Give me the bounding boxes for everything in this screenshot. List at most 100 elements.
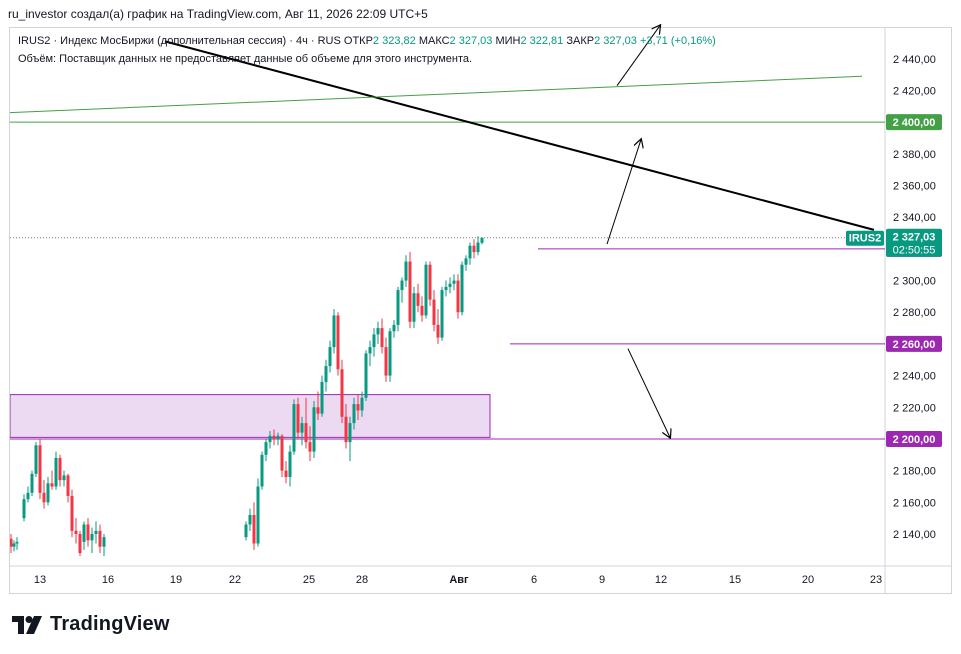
candle-body bbox=[336, 315, 340, 370]
candle-body bbox=[304, 423, 308, 443]
low-value: 2 322,81 bbox=[520, 35, 564, 47]
price-tag-bg bbox=[886, 335, 942, 352]
arrow-top bbox=[616, 26, 660, 87]
y-tick-label: 2 240,00 bbox=[893, 371, 936, 383]
last-price-label: 2 327,03 bbox=[893, 232, 936, 244]
x-tick-label: Авг bbox=[449, 574, 469, 586]
candle-body bbox=[264, 442, 268, 455]
x-tick-label: 9 bbox=[599, 574, 605, 586]
candle-body bbox=[472, 245, 476, 253]
symbol-legend: IRUS2 · Индекс МосБиржи (дополнительная … bbox=[18, 35, 716, 47]
candle-body bbox=[50, 483, 54, 487]
candle-body bbox=[392, 324, 396, 332]
y-tick-label: 2 340,00 bbox=[893, 212, 936, 224]
x-tick-label: 28 bbox=[356, 574, 368, 586]
price-tag-label: 2 400,00 bbox=[893, 117, 936, 129]
price-tag-label: 2 260,00 bbox=[893, 339, 936, 351]
candle-body bbox=[58, 457, 62, 481]
candle-body bbox=[416, 293, 420, 306]
candle-body bbox=[292, 404, 296, 452]
high-value: 2 327,03 bbox=[449, 35, 493, 47]
candle-body bbox=[256, 486, 260, 544]
price-tag-label: 2 200,00 bbox=[893, 434, 936, 446]
candle-body bbox=[42, 492, 46, 503]
candle-body bbox=[62, 475, 66, 481]
tradingview-brand[interactable]: TradingView bbox=[12, 613, 170, 636]
arrow-up bbox=[606, 140, 641, 245]
candle-body bbox=[428, 264, 432, 300]
candle-body bbox=[388, 331, 392, 376]
candle-body bbox=[15, 541, 19, 544]
candle-body bbox=[440, 290, 444, 338]
candle-body bbox=[252, 514, 256, 544]
candle-body bbox=[400, 280, 404, 291]
candle-body bbox=[38, 445, 42, 493]
price-tag-bg bbox=[886, 430, 942, 447]
low-label: МИН bbox=[495, 35, 521, 47]
candle-body bbox=[384, 347, 388, 376]
candle-body bbox=[480, 237, 484, 243]
volume-note: Объём: Поставщик данных не предоставляет… bbox=[18, 53, 473, 65]
candle-body bbox=[476, 242, 480, 253]
candle-body bbox=[436, 324, 440, 338]
candle-body bbox=[448, 283, 452, 287]
supply-zone bbox=[10, 394, 491, 438]
plot-area[interactable] bbox=[10, 40, 886, 557]
candle-body bbox=[468, 245, 472, 259]
candle-body bbox=[328, 347, 332, 367]
candle-body bbox=[404, 261, 408, 281]
candle-body bbox=[444, 286, 448, 291]
x-tick-label: 19 bbox=[170, 574, 182, 586]
candle-body bbox=[268, 435, 272, 443]
countdown-label: 02:50:55 bbox=[893, 245, 936, 257]
candle-body bbox=[98, 530, 102, 547]
x-tick-label: 23 bbox=[870, 574, 882, 586]
symbol-tag-label: IRUS2 bbox=[849, 233, 881, 245]
brand-name: TradingView bbox=[50, 613, 170, 635]
candle-body bbox=[460, 264, 464, 313]
x-tick-label: 20 bbox=[802, 574, 814, 586]
candle-body bbox=[332, 315, 336, 348]
candle-body bbox=[348, 423, 352, 443]
candle-body bbox=[420, 305, 424, 316]
candle-body bbox=[456, 280, 460, 313]
x-tick-label: 13 bbox=[34, 574, 46, 586]
candle-body bbox=[308, 442, 312, 452]
candle-body bbox=[260, 454, 264, 487]
x-tick-label: 12 bbox=[655, 574, 667, 586]
symbol-title: IRUS2 · Индекс МосБиржи (дополнительная … bbox=[18, 35, 341, 47]
candle-body bbox=[86, 524, 90, 541]
candle-body bbox=[300, 423, 304, 433]
candle-body bbox=[70, 495, 74, 531]
candle-body bbox=[66, 475, 70, 496]
tradingview-logo-icon bbox=[12, 615, 42, 634]
x-tick-label: 25 bbox=[303, 574, 315, 586]
y-tick-label: 2 220,00 bbox=[893, 402, 936, 414]
candle-body bbox=[26, 492, 30, 500]
y-tick-label: 2 380,00 bbox=[893, 149, 936, 161]
y-tick-label: 2 160,00 bbox=[893, 497, 936, 509]
y-tick-label: 2 300,00 bbox=[893, 276, 936, 288]
candle-body bbox=[276, 435, 280, 439]
candle-body bbox=[312, 407, 316, 452]
candle-body bbox=[452, 280, 456, 284]
candle-body bbox=[464, 258, 468, 265]
candle-body bbox=[12, 543, 16, 547]
candle-body bbox=[324, 366, 328, 382]
candle-body bbox=[360, 397, 364, 411]
candle-body bbox=[244, 524, 248, 538]
candle-body bbox=[376, 328, 380, 335]
y-tick-label: 2 440,00 bbox=[893, 54, 936, 66]
y-tick-label: 2 140,00 bbox=[893, 529, 936, 541]
candle-body bbox=[288, 451, 292, 477]
candle-body bbox=[368, 347, 372, 354]
candle-body bbox=[320, 381, 324, 414]
candle-body bbox=[34, 445, 38, 474]
candle-body bbox=[54, 457, 58, 487]
candle-body bbox=[364, 353, 368, 398]
y-tick-label: 2 180,00 bbox=[893, 466, 936, 478]
open-label: ОТКР bbox=[343, 35, 373, 47]
close-label: ЗАКР bbox=[566, 35, 595, 47]
